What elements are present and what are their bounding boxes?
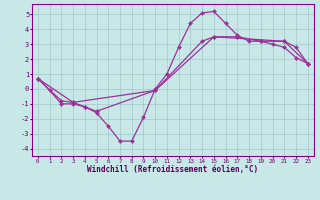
X-axis label: Windchill (Refroidissement éolien,°C): Windchill (Refroidissement éolien,°C): [87, 165, 258, 174]
